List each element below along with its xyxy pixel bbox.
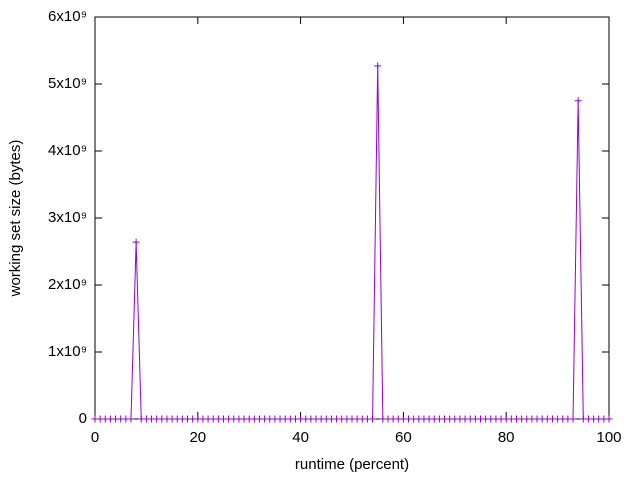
- y-tick-label: 4x10⁹: [48, 142, 87, 159]
- x-tick-label: 100: [596, 429, 621, 446]
- data-point: [127, 415, 135, 423]
- y-tick-label: 3x10⁹: [48, 209, 87, 226]
- x-axis-label: runtime (percent): [295, 456, 409, 473]
- y-tick-label: 2x10⁹: [48, 276, 87, 293]
- y-tick-label: 0: [79, 410, 87, 427]
- y-tick-label: 5x10⁹: [48, 75, 87, 92]
- data-point: [132, 238, 140, 246]
- data-point: [574, 97, 582, 105]
- data-point: [569, 415, 577, 423]
- x-tick-label: 0: [91, 429, 99, 446]
- x-tick-label: 20: [189, 429, 206, 446]
- data-point: [374, 62, 382, 70]
- data-point: [369, 415, 377, 423]
- y-tick-label: 6x10⁹: [48, 8, 87, 25]
- x-tick-label: 40: [292, 429, 309, 446]
- y-axis-label: working set size (bytes): [7, 140, 24, 298]
- data-point: [605, 415, 613, 423]
- y-tick-label: 1x10⁹: [48, 343, 87, 360]
- x-tick-label: 80: [498, 429, 515, 446]
- plot-border: [94, 16, 610, 420]
- data-line: [95, 65, 609, 420]
- x-tick-label: 60: [395, 429, 412, 446]
